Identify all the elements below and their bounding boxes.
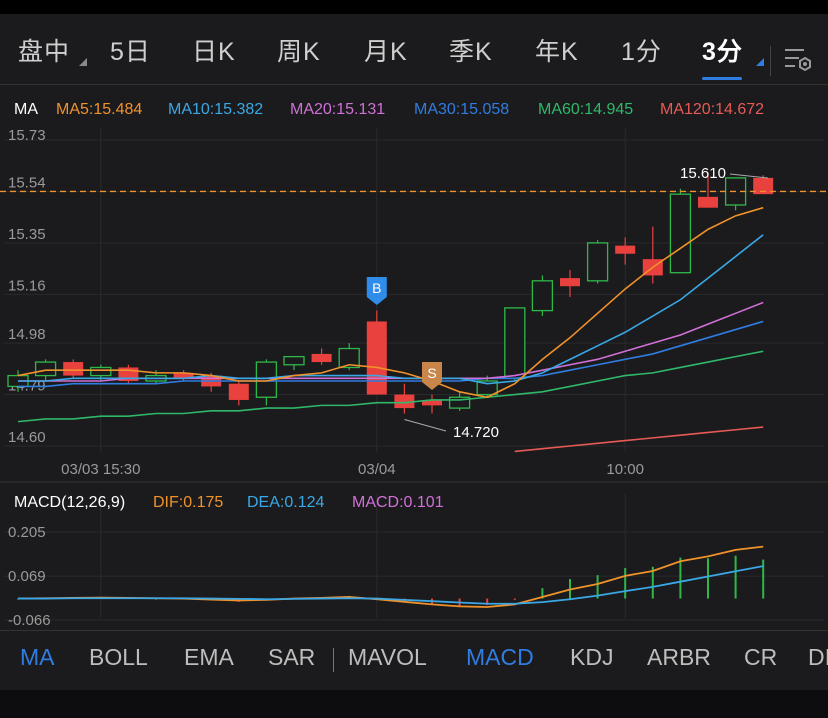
ma-legend-ma5: MA5:15.484	[56, 101, 142, 118]
tab-5day[interactable]: 5日	[110, 38, 151, 66]
ma-legend-title: MA	[14, 101, 38, 118]
ma-legend-ma60: MA60:14.945	[538, 101, 633, 118]
ma-legend-ma120: MA120:14.672	[660, 101, 764, 118]
price-tick-label: 15.54	[8, 174, 46, 191]
status-bar	[0, 0, 828, 14]
indicator-mavol[interactable]: MAVOL	[348, 644, 427, 670]
ma-legend-ma10: MA10:15.382	[168, 101, 263, 118]
tab-monthly-k[interactable]: 月K	[364, 38, 408, 66]
tab-3min[interactable]: 3分	[702, 38, 743, 66]
candle-body	[173, 372, 194, 379]
indicator-separator	[333, 648, 334, 672]
tabs-divider	[0, 84, 828, 85]
candle-body	[476, 380, 498, 396]
candle-body	[586, 242, 609, 282]
tab-1min[interactable]: 1分	[621, 38, 662, 66]
macd-tick-label: 0.205	[8, 524, 46, 541]
price-tick-label: 15.16	[8, 277, 46, 294]
ma60-line	[17, 350, 764, 423]
ma-legend-ma30: MA30:15.058	[414, 101, 509, 118]
tab-separator	[770, 46, 771, 76]
ma5-line	[17, 206, 764, 399]
time-axis-label: 10:00	[606, 461, 644, 478]
candle-body	[615, 245, 636, 254]
tab-intraday-corner	[79, 58, 87, 66]
time-axis-label: 03/03 15:30	[61, 461, 140, 478]
indicator-ma[interactable]: MA	[20, 644, 55, 670]
tab-weekly-k[interactable]: 周K	[277, 38, 321, 66]
high-price-label: 15.610	[680, 165, 726, 182]
macd-legend-dif: DIF:0.175	[153, 494, 223, 511]
low-price-label: 14.720	[453, 424, 499, 441]
price-tick-label: 15.35	[8, 226, 46, 243]
candle-body	[311, 353, 332, 363]
indicator-cr[interactable]: CR	[744, 644, 778, 670]
candle-body	[394, 394, 415, 409]
buy-marker-label: B	[372, 280, 381, 296]
indicator-divider	[0, 630, 828, 631]
macd-tick-label: 0.069	[8, 568, 46, 585]
candle-body	[366, 321, 387, 395]
period-tabs: 盘中 5日 日K 周K 月K 季K 年K 1分 3分	[0, 14, 828, 84]
sell-marker-label: S	[427, 365, 436, 381]
active-tab-indicator	[702, 77, 742, 80]
indicator-ema[interactable]: EMA	[184, 644, 234, 670]
indicator-bar: MA BOLL EMA SAR MAVOL MACD KDJ ARBR CR D…	[0, 630, 828, 685]
candle-body	[560, 278, 580, 287]
chart-settings-icon[interactable]	[782, 44, 816, 78]
macd-legend-dea: DEA:0.124	[247, 494, 324, 511]
ma30-line	[18, 320, 764, 388]
time-axis-label: 03/04	[358, 461, 396, 478]
price-tick-label: 14.60	[8, 429, 46, 446]
candle-body	[448, 396, 471, 409]
indicator-di[interactable]: DI	[808, 644, 828, 670]
tab-intraday[interactable]: 盘中	[18, 38, 71, 66]
indicator-sar[interactable]: SAR	[268, 644, 316, 670]
indicator-kdj[interactable]: KDJ	[570, 644, 614, 670]
indicator-arbr[interactable]: ARBR	[647, 644, 711, 670]
kline-chart[interactable]: MA MA5:15.484 MA10:15.382 MA20:15.131 MA30:1…	[0, 0, 828, 630]
candle-body	[283, 355, 305, 366]
indicator-boll[interactable]: BOLL	[89, 644, 148, 670]
candle-body	[422, 399, 442, 406]
price-tick-label: 15.73	[8, 127, 46, 144]
price-tick-label: 14.98	[8, 326, 46, 343]
candle-body	[34, 361, 57, 377]
indicator-macd[interactable]: MACD	[466, 644, 534, 670]
macd-legend-title: MACD(12,26,9)	[14, 494, 125, 511]
candle-body	[698, 196, 718, 208]
tab-3min-corner	[756, 58, 764, 66]
tab-quarterly-k[interactable]: 季K	[449, 38, 493, 66]
dea-line	[18, 565, 764, 605]
macd-legend-macd: MACD:0.101	[352, 494, 444, 511]
ma10-line	[18, 234, 764, 385]
candle-body	[228, 383, 249, 400]
high-leader-line	[729, 173, 769, 179]
candle-body	[753, 177, 774, 195]
sell-marker	[422, 362, 442, 390]
ma120-line	[514, 426, 764, 453]
candle-body	[63, 362, 84, 376]
ma-legend-ma20: MA20:15.131	[290, 101, 385, 118]
candle-body	[338, 347, 360, 369]
candle-body	[669, 193, 692, 274]
bottom-bar	[0, 690, 828, 718]
candle-body	[90, 366, 112, 377]
tab-daily-k[interactable]: 日K	[192, 38, 236, 66]
low-leader-line	[404, 419, 447, 432]
buy-marker	[366, 277, 387, 305]
tab-yearly-k[interactable]: 年K	[535, 38, 579, 66]
candle-body	[504, 307, 526, 379]
macd-tick-label: -0.066	[8, 612, 51, 629]
candle-body	[531, 280, 554, 312]
